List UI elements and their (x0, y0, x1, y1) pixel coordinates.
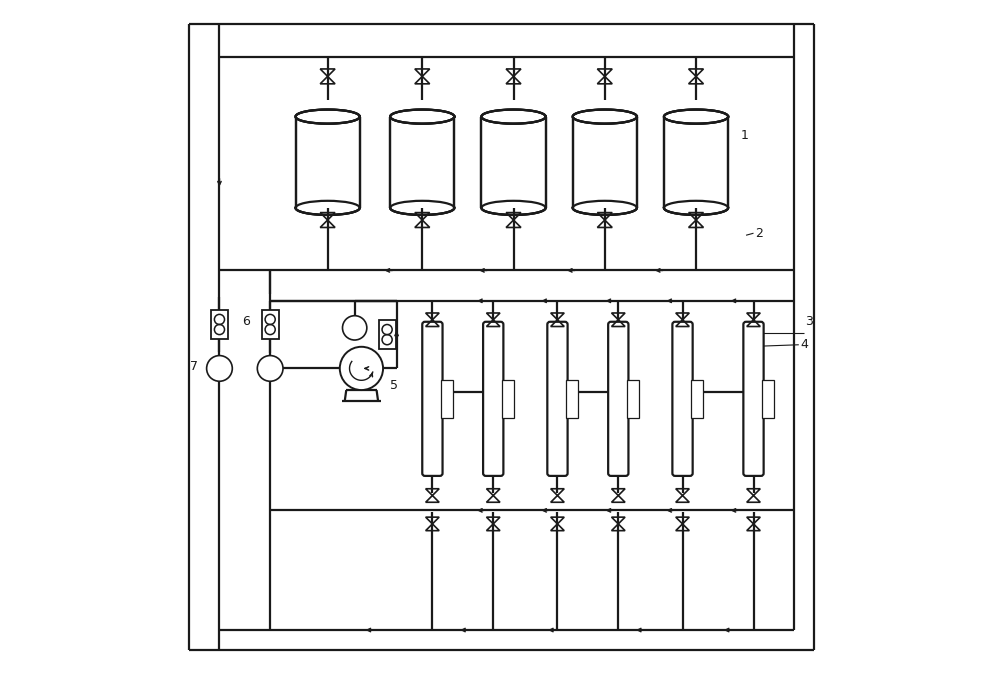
Bar (762, 380, 774, 418)
Text: 1: 1 (741, 128, 749, 142)
Text: 2: 2 (755, 226, 763, 240)
Circle shape (340, 347, 383, 390)
Text: 6: 6 (242, 314, 250, 328)
Circle shape (342, 316, 367, 340)
Bar (296, 116, 360, 208)
Bar (691, 380, 703, 418)
Circle shape (207, 356, 232, 381)
FancyBboxPatch shape (608, 322, 628, 476)
Text: 4: 4 (800, 338, 808, 352)
Bar (441, 380, 453, 418)
Text: 3: 3 (806, 314, 813, 328)
Bar (664, 116, 728, 208)
Text: 5: 5 (390, 379, 398, 392)
FancyBboxPatch shape (483, 322, 503, 476)
Bar (627, 380, 639, 418)
Bar (502, 380, 514, 418)
FancyBboxPatch shape (422, 322, 443, 476)
Bar (390, 116, 454, 208)
Bar (481, 116, 546, 208)
Bar (573, 116, 637, 208)
FancyBboxPatch shape (672, 322, 693, 476)
Bar (262, 310, 279, 339)
Text: 7: 7 (190, 360, 198, 373)
Bar (566, 380, 578, 418)
FancyBboxPatch shape (547, 322, 568, 476)
Bar (211, 310, 228, 339)
FancyBboxPatch shape (743, 322, 764, 476)
Circle shape (257, 356, 283, 381)
Bar (379, 320, 396, 349)
